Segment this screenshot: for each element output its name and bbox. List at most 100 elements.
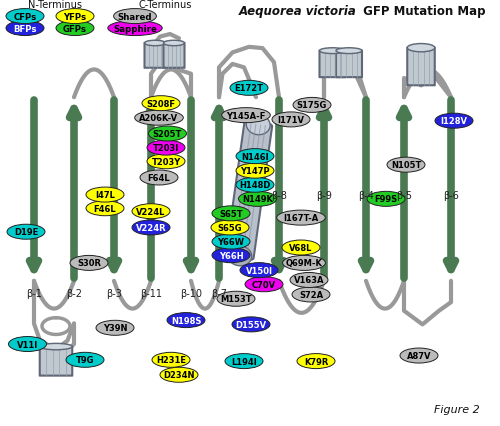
Text: S205T: S205T [153,130,182,139]
Ellipse shape [152,352,190,368]
Text: Q69M-K: Q69M-K [286,259,323,268]
Text: T9G: T9G [76,355,94,365]
Text: S72A: S72A [299,290,323,299]
Ellipse shape [6,9,44,25]
Ellipse shape [86,201,124,216]
Text: S175G: S175G [297,101,327,110]
FancyBboxPatch shape [144,44,166,69]
Text: BFPs: BFPs [13,24,37,34]
Text: Y145A-F: Y145A-F [226,111,266,121]
Ellipse shape [222,108,270,124]
Text: A206K-V: A206K-V [140,114,178,123]
Ellipse shape [293,98,331,113]
Ellipse shape [228,246,252,266]
FancyBboxPatch shape [336,52,362,78]
Text: S65G: S65G [218,223,242,233]
Ellipse shape [367,192,405,207]
Text: N105T: N105T [391,161,421,170]
Ellipse shape [236,149,274,164]
Text: YFPs: YFPs [64,12,86,22]
Ellipse shape [7,225,45,240]
Text: β-10: β-10 [180,288,202,298]
Ellipse shape [276,210,326,226]
Ellipse shape [114,9,156,25]
Text: Y147P: Y147P [240,167,270,176]
Ellipse shape [66,352,104,368]
Text: S65T: S65T [219,209,243,219]
Text: β-9: β-9 [316,191,332,201]
Ellipse shape [70,256,108,271]
Text: D155V: D155V [236,320,266,329]
Ellipse shape [435,114,473,129]
Ellipse shape [240,263,278,278]
Text: A87V: A87V [407,351,431,360]
Text: Figure 2: Figure 2 [434,404,480,414]
Text: C-Terminus: C-Terminus [138,0,192,10]
Ellipse shape [297,354,335,369]
Ellipse shape [282,240,320,256]
Text: N146I: N146I [241,152,269,161]
Ellipse shape [212,206,250,222]
Ellipse shape [132,204,170,219]
Text: T203Y: T203Y [152,157,180,167]
Ellipse shape [400,348,438,363]
Text: Sapphire: Sapphire [113,24,157,34]
Ellipse shape [236,164,274,179]
Ellipse shape [8,337,46,352]
Text: β-1: β-1 [26,288,42,298]
Ellipse shape [320,49,345,55]
Ellipse shape [86,187,124,203]
Ellipse shape [336,49,362,55]
Text: S208F: S208F [146,99,176,109]
Ellipse shape [56,9,94,25]
Ellipse shape [230,81,268,96]
Ellipse shape [290,273,328,288]
FancyBboxPatch shape [40,347,72,376]
Text: β-2: β-2 [66,288,82,298]
Ellipse shape [217,291,255,307]
Ellipse shape [387,158,425,173]
Ellipse shape [211,220,249,236]
Ellipse shape [167,313,205,328]
Ellipse shape [236,178,274,193]
Ellipse shape [292,287,330,302]
Ellipse shape [245,277,283,292]
FancyBboxPatch shape [407,49,435,86]
Ellipse shape [148,127,186,142]
Ellipse shape [96,320,134,336]
Ellipse shape [407,44,435,53]
Text: V68L: V68L [290,243,312,253]
Text: F99S: F99S [374,195,398,204]
Text: C70V: C70V [252,280,276,289]
Ellipse shape [134,111,184,126]
Text: Y66W: Y66W [218,237,244,247]
Text: GFP Mutation Map: GFP Mutation Map [359,6,486,18]
Text: GFPs: GFPs [63,24,87,34]
Text: E172T: E172T [234,84,264,93]
Ellipse shape [160,367,198,383]
Ellipse shape [246,115,270,135]
Text: β-3: β-3 [106,288,122,298]
Text: I167T-A: I167T-A [284,213,318,223]
Text: V224L: V224L [136,207,166,216]
Ellipse shape [282,256,326,271]
Text: K79R: K79R [304,357,328,366]
Text: F46L: F46L [94,204,116,213]
FancyBboxPatch shape [320,52,345,78]
Text: N149K: N149K [242,195,273,204]
Ellipse shape [212,234,250,250]
Ellipse shape [212,248,250,263]
Ellipse shape [147,141,185,156]
Text: CFPs: CFPs [14,12,36,22]
Text: β-5: β-5 [396,191,412,201]
Text: F64L: F64L [148,173,171,183]
Ellipse shape [272,112,310,128]
Ellipse shape [232,317,270,332]
Text: V150I: V150I [246,266,272,275]
Text: N-Terminus: N-Terminus [28,0,82,10]
Text: D234N: D234N [163,370,195,380]
Text: V224R: V224R [136,223,166,233]
Text: β-7: β-7 [211,288,227,298]
Text: I128V: I128V [440,117,468,126]
Text: D19E: D19E [14,227,38,237]
